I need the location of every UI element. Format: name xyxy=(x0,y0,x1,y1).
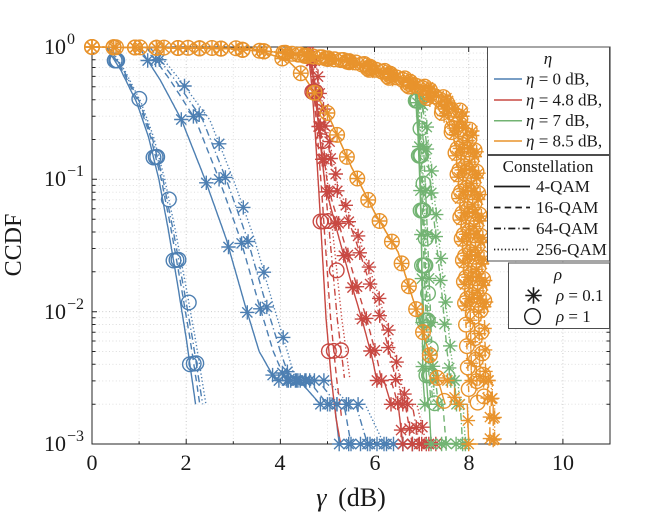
svg-text:10: 10 xyxy=(44,299,66,324)
svg-text:ρ = 0.1: ρ = 0.1 xyxy=(555,286,604,305)
svg-text:10: 10 xyxy=(44,166,66,191)
svg-text:ρ: ρ xyxy=(553,265,562,284)
svg-text:10: 10 xyxy=(552,450,574,475)
svg-text:−3: −3 xyxy=(67,428,84,445)
svg-text:γ (dB): γ (dB) xyxy=(316,483,386,512)
svg-text:256-QAM: 256-QAM xyxy=(536,240,607,259)
svg-text:6: 6 xyxy=(370,450,381,475)
svg-text:η = 4.8 dB,: η = 4.8 dB, xyxy=(526,91,602,110)
svg-text:η: η xyxy=(544,49,552,68)
svg-text:η = 0 dB,: η = 0 dB, xyxy=(526,70,589,89)
svg-text:0: 0 xyxy=(67,31,75,48)
svg-text:8: 8 xyxy=(464,450,475,475)
svg-text:−1: −1 xyxy=(67,163,84,180)
svg-text:4: 4 xyxy=(275,450,286,475)
svg-text:10: 10 xyxy=(44,34,66,59)
svg-text:2: 2 xyxy=(181,450,192,475)
svg-text:ρ = 1: ρ = 1 xyxy=(555,307,591,326)
svg-text:10: 10 xyxy=(44,431,66,456)
svg-text:64-QAM: 64-QAM xyxy=(536,219,598,238)
svg-text:16-QAM: 16-QAM xyxy=(536,198,598,217)
svg-text:Constellation: Constellation xyxy=(503,157,594,176)
svg-text:CCDF: CCDF xyxy=(1,214,27,277)
svg-text:η = 7 dB,: η = 7 dB, xyxy=(526,111,589,130)
svg-text:0: 0 xyxy=(87,450,98,475)
svg-text:η = 8.5 dB,: η = 8.5 dB, xyxy=(526,132,602,151)
svg-text:4-QAM: 4-QAM xyxy=(536,177,590,196)
svg-text:−2: −2 xyxy=(67,296,84,313)
